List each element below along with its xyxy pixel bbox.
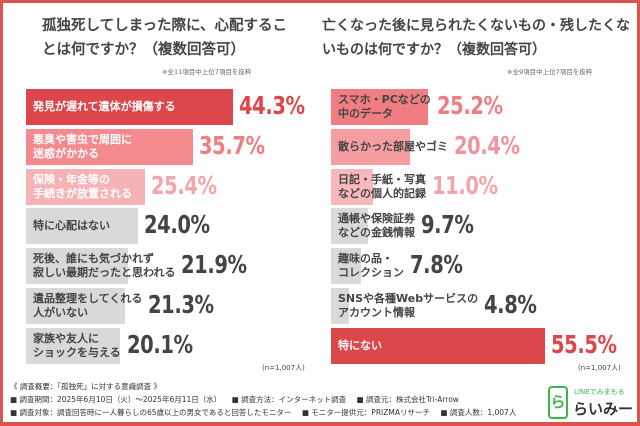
category-label: 悪臭や害虫で周囲に 迷惑がかかる bbox=[33, 132, 132, 160]
chart-title: 亡くなった後に見られたくないもの・残したくないものは何ですか？（複数回答可） bbox=[322, 18, 630, 58]
bar-row: 散らかった部屋やゴミ 20.4% bbox=[331, 128, 631, 165]
sample-size: (n=1,007人) bbox=[262, 364, 305, 372]
chart-note: ※全11項目中上位7項目を抜粋 bbox=[162, 68, 252, 76]
raimee-logo: ら LINEでみまもる らいみー bbox=[548, 386, 634, 420]
value-label: 9.7% bbox=[421, 210, 474, 240]
category-label: 保険・年金等の 手続きが放置される bbox=[33, 172, 132, 200]
chart-title: 孤独死してしまった際に、心配することは何ですか？（複数回答可） bbox=[42, 18, 288, 58]
bar-row: 遺品整理をしてくれる 人がいない 21.3% bbox=[26, 288, 326, 324]
bar-row: スマホ・PCなどの 中のデータ 25.2% bbox=[331, 89, 631, 125]
value-label: 4.8% bbox=[484, 290, 537, 319]
overview-line-1: ■ 調査期間：2025年6月10日（火）～2025年6月11日（水） ■ 調査方… bbox=[10, 393, 524, 406]
bar bbox=[26, 248, 129, 285]
bar-row: SNSや各種Webサービスの アカウント情報 4.8% bbox=[331, 288, 631, 324]
logo-tagline: LINEでみまもる bbox=[574, 388, 625, 396]
monitor-provider: ■ モニター提供元：PRIZMAリサーチ bbox=[301, 408, 430, 417]
bar bbox=[331, 208, 369, 245]
bar-row: 特に心配はない 24.0% bbox=[26, 208, 326, 245]
logo-mark: ら bbox=[548, 386, 568, 419]
bar bbox=[26, 288, 126, 324]
value-label: 55.5% bbox=[550, 329, 617, 359]
bar bbox=[331, 248, 362, 285]
value-label: 21.3% bbox=[148, 290, 214, 319]
bar bbox=[26, 208, 139, 245]
survey-period: ■ 調査期間：2025年6月10日（火）～2025年6月11日（水） bbox=[10, 395, 222, 404]
sample-size: (n=1,007人) bbox=[578, 364, 621, 372]
value-label: 25.2% bbox=[437, 91, 503, 120]
category-label: 日記・手紙・写真 などの個人的記録 bbox=[338, 172, 426, 200]
category-label: 家族や友人に ショックを与える bbox=[33, 331, 121, 359]
bar bbox=[331, 89, 429, 125]
bar-row: 死後、誰にも気づかれず 寂しい最期だったと思われる 21.9% bbox=[26, 248, 326, 285]
bar bbox=[331, 327, 545, 364]
bar bbox=[331, 168, 374, 205]
value-label: 35.7% bbox=[198, 130, 265, 160]
logo-name: らいみー bbox=[573, 400, 634, 418]
bar-row: 悪臭や害虫で周囲に 迷惑がかかる 35.7% bbox=[26, 128, 326, 165]
bar-row: 日記・手紙・写真 などの個人的記録 11.0% bbox=[331, 168, 631, 205]
chart-note: ※全9項目中上位7項目を抜粋 bbox=[507, 68, 593, 76]
bar-row: 通帳や保険証券 などの金銭情報 9.7% bbox=[331, 208, 631, 245]
bar-row: 保険・年金等の 手続きが放置される 25.4% bbox=[26, 168, 326, 205]
value-label: 24.0% bbox=[144, 210, 210, 240]
category-label: 趣味の品・ コレクション bbox=[338, 252, 404, 280]
survey-target: ■ 調査対象：調査回答時に一人暮らしの65歳以上の男女であると回答したモニター bbox=[10, 408, 292, 417]
category-label: 特にない bbox=[338, 338, 382, 352]
bar bbox=[331, 288, 350, 324]
value-label: 25.4% bbox=[150, 170, 217, 200]
value-label: 21.9% bbox=[181, 250, 247, 280]
bar bbox=[331, 128, 410, 165]
category-label: スマホ・PCなどの 中のデータ bbox=[338, 93, 431, 120]
value-label: 44.3% bbox=[238, 91, 305, 120]
bar-row: 特にない 55.5% bbox=[331, 327, 631, 364]
bar-row: 家族や友人に ショックを与える 20.1% bbox=[26, 327, 326, 364]
value-label: 7.8% bbox=[410, 250, 463, 280]
category-label: 発見が遅れて遺体が損傷する bbox=[33, 100, 176, 113]
bar bbox=[26, 128, 193, 165]
bar-row: 発見が遅れて遺体が損傷する 44.3% bbox=[26, 89, 326, 125]
bar bbox=[26, 327, 120, 364]
category-label: 特に心配はない bbox=[33, 219, 110, 233]
survey-count: ■ 調査人数：1,007人 bbox=[440, 408, 517, 417]
bar bbox=[26, 89, 233, 125]
value-label: 20.1% bbox=[127, 329, 193, 359]
survey-source: ■ 調査元：株式会社Tri-Arrow bbox=[356, 395, 459, 404]
category-label: 通帳や保険証券 などの金銭情報 bbox=[338, 212, 415, 240]
survey-overview: 《 調査概要：「孤独死」に対する意識調査 》 ■ 調査期間：2025年6月10日… bbox=[10, 380, 524, 419]
overview-heading: 《 調査概要：「孤独死」に対する意識調査 》 bbox=[10, 382, 162, 391]
category-label: 遺品整理をしてくれる 人がいない bbox=[33, 292, 143, 319]
bar bbox=[26, 168, 145, 205]
survey-method: ■ 調査方法：インターネット調査 bbox=[231, 395, 347, 404]
bar-row: 趣味の品・ コレクション 7.8% bbox=[331, 248, 631, 285]
overview-line-2: ■ 調査対象：調査回答時に一人暮らしの65歳以上の男女であると回答したモニター … bbox=[10, 406, 524, 419]
value-label: 20.4% bbox=[454, 130, 520, 160]
category-label: 散らかった部屋やゴミ bbox=[338, 139, 448, 153]
category-label: 死後、誰にも気づかれず 寂しい最期だったと思われる bbox=[33, 252, 176, 280]
value-label: 11.0% bbox=[432, 170, 498, 200]
category-label: SNSや各種Webサービスの アカウント情報 bbox=[338, 292, 479, 319]
